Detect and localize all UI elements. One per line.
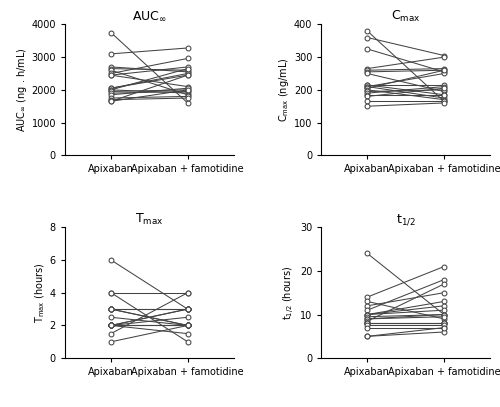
Y-axis label: T$_\mathrm{max}$ (hours): T$_\mathrm{max}$ (hours) [34, 263, 47, 323]
Y-axis label: t$_{1/2}$ (hours): t$_{1/2}$ (hours) [282, 266, 297, 320]
Title: AUC$_\infty$: AUC$_\infty$ [132, 10, 167, 23]
Y-axis label: AUC$_\infty$ (ng . h/mL): AUC$_\infty$ (ng . h/mL) [14, 48, 28, 132]
Y-axis label: C$_\mathrm{max}$ (ng/mL): C$_\mathrm{max}$ (ng/mL) [277, 58, 291, 122]
Title: t$_{1/2}$: t$_{1/2}$ [396, 212, 415, 227]
Title: T$_\mathrm{max}$: T$_\mathrm{max}$ [135, 212, 164, 227]
Title: C$_\mathrm{max}$: C$_\mathrm{max}$ [391, 9, 420, 24]
